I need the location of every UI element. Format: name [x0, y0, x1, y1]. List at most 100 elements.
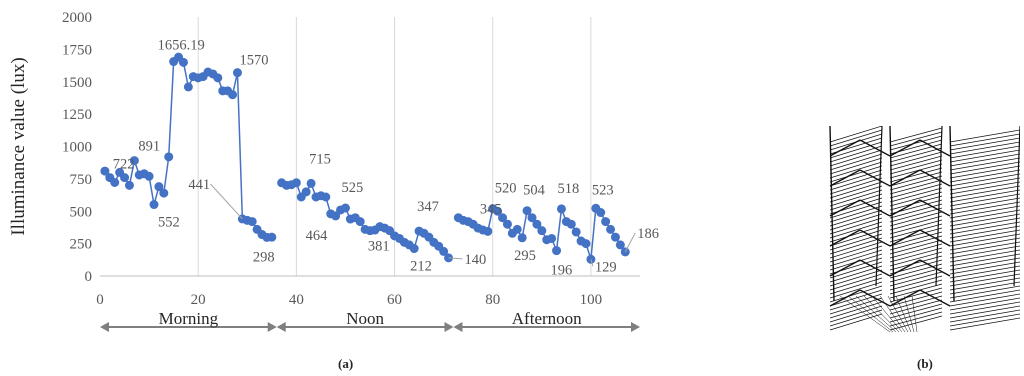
fin-line — [949, 257, 1020, 271]
fin-line — [859, 169, 891, 187]
leader-line — [448, 257, 463, 260]
fin-line — [949, 193, 1020, 207]
data-point — [502, 219, 512, 229]
fin-line — [949, 281, 1020, 295]
y-tick-label: 0 — [85, 269, 93, 285]
fin-line — [889, 283, 943, 299]
period-arrow-head-left — [276, 322, 286, 332]
data-label: 129 — [595, 259, 617, 275]
data-point — [100, 166, 110, 176]
data-label: 212 — [410, 259, 432, 275]
fin-line — [889, 263, 943, 279]
period-arrow-head-right — [444, 322, 454, 332]
data-label: 186 — [637, 226, 659, 242]
fin-line — [889, 143, 943, 159]
data-point — [355, 217, 365, 227]
data-point — [552, 246, 562, 256]
fin-line — [839, 295, 891, 333]
fin-line — [949, 137, 1020, 151]
fin-line — [949, 277, 1020, 291]
data-point — [164, 152, 174, 162]
data-point — [512, 224, 522, 234]
fin-line — [949, 285, 1020, 299]
fin-line — [1013, 126, 1020, 287]
fin-line — [889, 175, 943, 191]
fin-line — [949, 305, 1020, 319]
data-point — [232, 68, 242, 78]
fin-line — [889, 195, 943, 211]
data-point — [498, 213, 508, 223]
fin-line — [949, 217, 1020, 231]
fin-line — [889, 223, 943, 239]
x-tick-label: 20 — [191, 292, 206, 308]
data-point — [144, 171, 154, 181]
data-label: 196 — [551, 263, 573, 279]
fin-line — [879, 295, 906, 333]
fin-line — [829, 161, 883, 179]
fin-line — [949, 169, 1020, 183]
fin-line — [949, 317, 1020, 331]
data-label: 518 — [557, 181, 579, 197]
fin-line — [889, 151, 943, 167]
data-point — [409, 244, 419, 254]
x-tick-label: 100 — [580, 292, 603, 308]
fin-line — [935, 126, 943, 287]
fin-line — [859, 229, 891, 247]
fin-line — [889, 179, 943, 195]
data-point — [537, 226, 547, 236]
fin-line — [889, 267, 943, 283]
data-label: 441 — [188, 177, 210, 193]
fin-line — [829, 139, 861, 157]
period-arrow-head-right — [631, 322, 640, 332]
fin-line — [949, 201, 1020, 215]
data-point — [228, 90, 238, 100]
fin-line — [949, 221, 1020, 235]
fin-line — [949, 245, 1020, 259]
data-label: 140 — [465, 252, 487, 268]
data-label: 504 — [523, 183, 546, 199]
data-label: 520 — [495, 181, 517, 197]
fin-line — [829, 145, 883, 163]
fin-line — [889, 227, 943, 243]
fin-line — [829, 205, 883, 223]
fin-line — [895, 295, 912, 333]
fin-line — [889, 163, 943, 179]
data-point — [247, 217, 257, 227]
fin-line — [829, 221, 883, 239]
fin-line — [829, 245, 883, 263]
data-point — [527, 213, 537, 223]
fin-line — [829, 217, 883, 235]
data-point — [159, 188, 169, 198]
fin-line — [829, 213, 883, 231]
data-label: 345 — [480, 201, 502, 217]
period-label: Morning — [159, 309, 219, 328]
fin-line — [889, 243, 943, 259]
fin-line — [949, 181, 1020, 195]
y-tick-label: 1750 — [62, 42, 92, 58]
x-tick-label: 0 — [96, 292, 104, 308]
data-point — [120, 173, 130, 183]
fin-line — [889, 207, 943, 223]
fin-line — [829, 201, 883, 219]
fin-line — [889, 289, 921, 307]
x-tick-label: 80 — [485, 292, 500, 308]
fin-line — [829, 189, 883, 207]
y-tick-label: 250 — [70, 237, 93, 253]
fin-line — [903, 295, 915, 333]
fin-line — [829, 129, 883, 147]
fin-line — [889, 167, 943, 183]
fin-line — [949, 141, 1020, 155]
fin-line — [919, 229, 951, 247]
fin-line — [889, 187, 943, 203]
y-tick-label: 2000 — [62, 10, 92, 26]
data-label: 891 — [138, 139, 160, 155]
data-point — [566, 219, 576, 229]
fin-line — [829, 305, 883, 323]
fin-line — [829, 169, 883, 187]
fin-line — [829, 301, 883, 319]
fin-line — [859, 259, 891, 277]
data-point — [571, 227, 581, 237]
data-point — [213, 73, 223, 83]
data-point — [581, 239, 591, 249]
fin-line — [829, 273, 883, 291]
